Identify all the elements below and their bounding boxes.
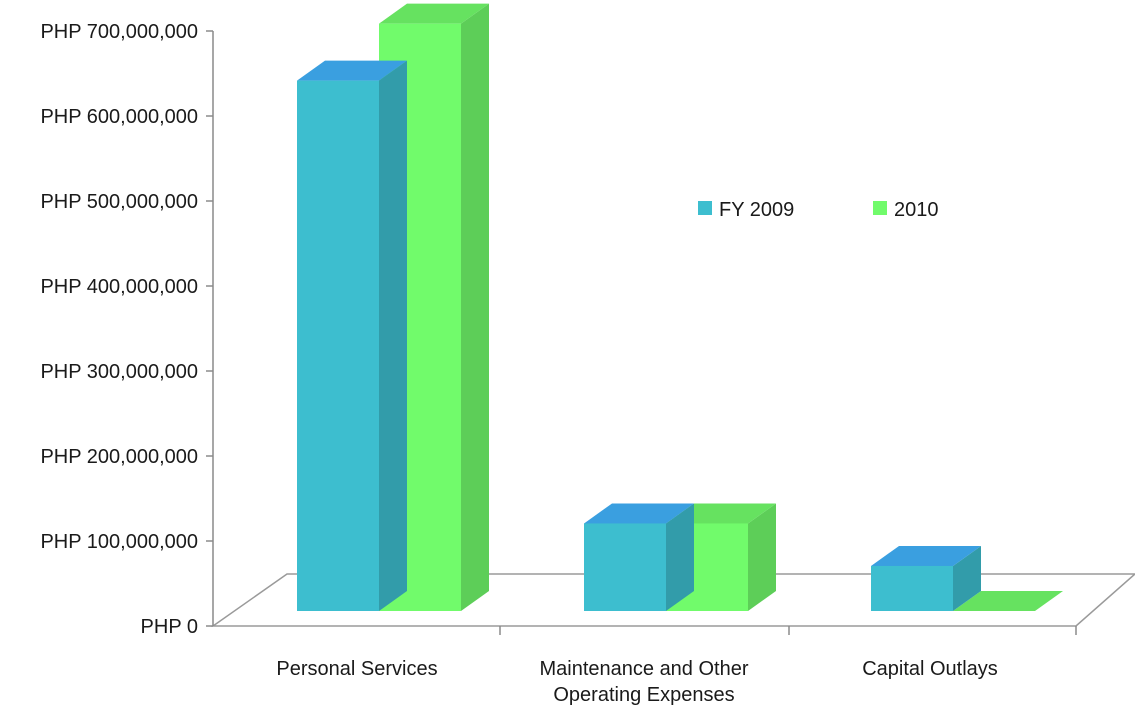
x-tick-label-line: Operating Expenses: [553, 684, 734, 706]
x-tick-label: Personal Services: [276, 658, 437, 680]
y-tick-label: PHP 500,000,000: [40, 191, 198, 213]
x-tick-label-line: Capital Outlays: [862, 658, 998, 680]
bar-top-face: [871, 545, 981, 566]
y-tick-label: PHP 700,000,000: [40, 21, 198, 43]
legend-label: FY 2009: [719, 199, 794, 221]
axes: PHP 0 PHP 100,000,000 PHP 200,000,000 PHP 3…: [40, 21, 1077, 706]
bar: [584, 503, 694, 611]
legend-label: 2010: [894, 199, 939, 221]
x-tick-label-line: Maintenance and Other: [539, 658, 748, 680]
bar-top-face: [379, 3, 489, 24]
bar: [871, 545, 981, 611]
bar: [953, 591, 1063, 611]
bar: [297, 60, 407, 612]
y-tick-label: PHP 200,000,000: [40, 446, 198, 468]
y-tick-label: PHP 0: [141, 616, 198, 638]
bar-side-face: [953, 545, 981, 611]
bar-side-face: [461, 3, 489, 611]
y-tick-label: PHP 400,000,000: [40, 276, 198, 298]
bar-top-face: [297, 60, 407, 81]
bar-top-face: [953, 591, 1063, 611]
bar-side-face: [748, 503, 776, 611]
x-tick-label: Capital Outlays: [862, 658, 998, 680]
bars: [297, 3, 1063, 612]
bar-front-face: [297, 80, 379, 612]
legend-swatch: [698, 201, 712, 215]
bar-front-face: [871, 565, 953, 611]
y-tick-label: PHP 300,000,000: [40, 361, 198, 383]
bar-side-face: [379, 60, 407, 612]
bar-front-face: [584, 523, 666, 611]
x-tick-label-line: Personal Services: [276, 658, 437, 680]
x-tick-label: Maintenance and Other Operating Expenses: [539, 658, 748, 706]
legend: FY 2009 2010: [698, 199, 939, 221]
legend-swatch: [873, 201, 887, 215]
bar-side-face: [666, 503, 694, 611]
y-tick-label: PHP 100,000,000: [40, 531, 198, 553]
y-tick-label: PHP 600,000,000: [40, 106, 198, 128]
bar-top-face: [584, 503, 694, 524]
